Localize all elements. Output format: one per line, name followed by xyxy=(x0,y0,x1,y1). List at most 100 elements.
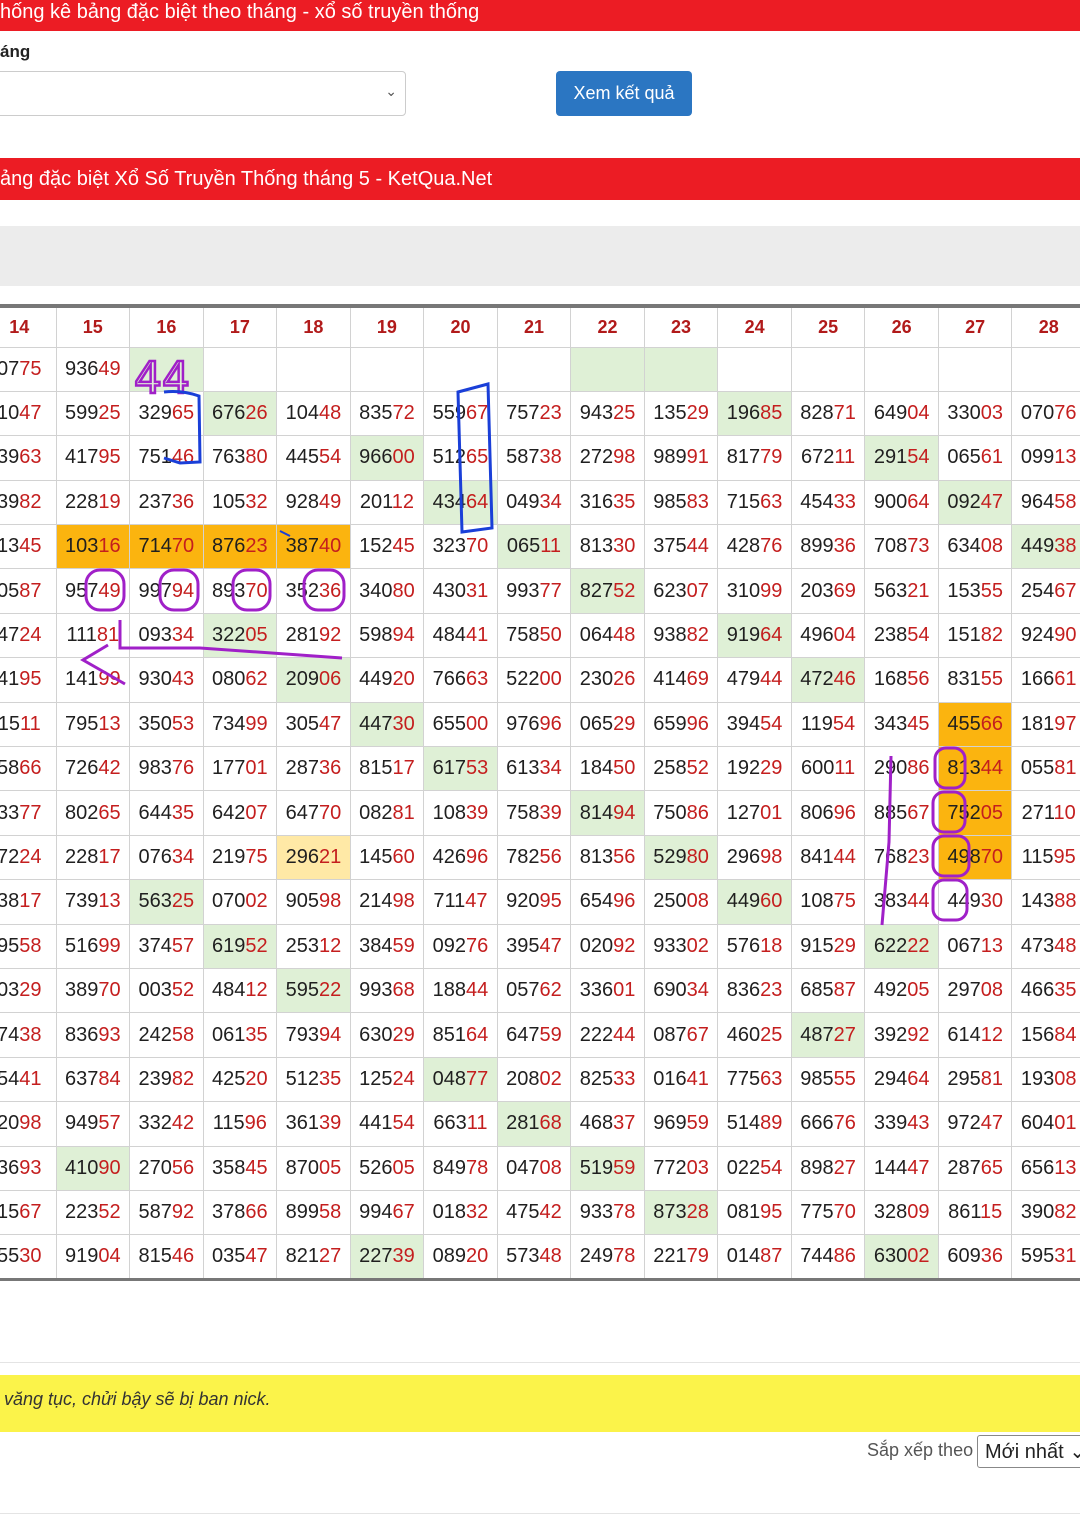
result-cell: 71147 xyxy=(423,879,498,925)
cell-tail-digits: 95 xyxy=(760,1201,783,1224)
cell-prefix: 310 xyxy=(726,579,761,602)
cell-tail-digits: 27 xyxy=(833,1156,856,1179)
view-results-button[interactable]: Xem kết quả xyxy=(556,71,692,116)
result-cell: 32205 xyxy=(202,612,278,659)
cell-tail-digits: 47 xyxy=(245,1245,268,1267)
cell-prefix: 281 xyxy=(506,1112,540,1135)
sort-select[interactable]: Mới nhất ⌄ xyxy=(977,1435,1080,1468)
result-cell: 15245 xyxy=(349,524,425,570)
cell-tail-digits: 21 xyxy=(318,845,342,868)
cell-prefix: 214 xyxy=(359,890,393,913)
result-cell xyxy=(423,346,498,392)
cell-tail-digits: 02 xyxy=(245,890,268,913)
cell-tail-digits: 35 xyxy=(245,1023,268,1046)
result-cell: 29086 xyxy=(864,746,939,792)
cell-tail-digits: 82 xyxy=(686,624,709,647)
cell-prefix: 563 xyxy=(873,579,908,602)
cell-prefix: 514 xyxy=(726,1112,761,1135)
cell-prefix: 099 xyxy=(1020,446,1055,469)
cell-tail-digits: 54 xyxy=(907,446,930,469)
month-select[interactable]: ⌄ xyxy=(0,71,406,116)
cell-prefix: 281 xyxy=(285,624,319,647)
cell-prefix: 885 xyxy=(873,801,908,824)
cell-tail-digits: 82 xyxy=(980,624,1003,647)
cell-prefix: 020 xyxy=(579,934,614,957)
cell-prefix: 817 xyxy=(726,446,761,469)
cell-tail-digits: 70 xyxy=(98,979,121,1002)
cell-prefix: 067 xyxy=(947,934,981,957)
result-cell: 25467 xyxy=(1011,568,1080,614)
cell-tail-digits: 04 xyxy=(833,624,856,647)
table-row: 5530 91904 81546 03547 82127 22739 08920 57348 2… xyxy=(0,1234,1080,1281)
cell-prefix: 905 xyxy=(285,890,319,913)
cell-prefix: 330 xyxy=(947,402,981,425)
cell-prefix: 993 xyxy=(359,979,393,1002)
cell-prefix: 595 xyxy=(285,979,319,1002)
result-cell: 75146 xyxy=(129,435,204,481)
result-cell: 38459 xyxy=(349,923,425,969)
cell-tail-digits: 08 xyxy=(980,535,1003,558)
result-cell: 23854 xyxy=(864,612,939,659)
cell-tail-digits: 66 xyxy=(245,1201,268,1224)
cell-prefix: 151 xyxy=(947,624,981,647)
cell-tail-digits: 78 xyxy=(613,1201,636,1224)
cell-prefix: 425 xyxy=(212,1067,246,1090)
cell-tail-digits: 58 xyxy=(171,1023,195,1046)
cell-prefix: 410 xyxy=(64,1156,99,1179)
result-cell: 52605 xyxy=(349,1145,425,1191)
result-cell xyxy=(202,346,278,392)
result-cell: 06529 xyxy=(570,701,645,748)
cell-prefix: 222 xyxy=(579,1023,614,1046)
result-cell: 15355 xyxy=(937,568,1013,614)
cell-tail-digits: 38 xyxy=(19,1023,42,1046)
cell-tail-digits: 32 xyxy=(466,1201,489,1224)
cell-tail-digits: 71 xyxy=(833,402,856,425)
result-cell: 10875 xyxy=(790,879,866,925)
cell-prefix: 152 xyxy=(359,535,393,558)
cell-tail-digits: 30 xyxy=(980,890,1003,913)
result-cell xyxy=(717,346,792,392)
cell-prefix: 445 xyxy=(285,446,319,469)
column-header-15: 15 xyxy=(55,304,131,348)
cell-prefix: 813 xyxy=(947,757,981,780)
cell-tail-digits: 78 xyxy=(466,1156,489,1179)
cell-tail-digits: 61 xyxy=(1054,668,1077,691)
cell-tail-digits: 22 xyxy=(907,934,930,957)
cell-tail-digits: 38 xyxy=(1054,535,1077,558)
column-header-28: 28 xyxy=(1011,304,1080,348)
result-cell: 22739 xyxy=(349,1234,425,1281)
result-cell: 82127 xyxy=(276,1234,351,1281)
cell-prefix: 630 xyxy=(873,1245,908,1267)
result-cell: 09247 xyxy=(937,479,1013,526)
cell-prefix: 873 xyxy=(653,1201,687,1224)
result-cell: 41795 xyxy=(55,435,131,481)
result-cell: 38970 xyxy=(55,967,131,1014)
result-cell: 78256 xyxy=(496,834,572,881)
cell-tail-digits: 97 xyxy=(1054,712,1077,735)
cell-prefix: 153 xyxy=(947,579,981,602)
cell-prefix: 177 xyxy=(212,757,246,780)
cell-prefix: 287 xyxy=(285,757,319,780)
table-row: 9558 51699 37457 61952 25312 38459 09276 39547 0… xyxy=(0,923,1080,969)
cell-prefix: 460 xyxy=(726,1023,761,1046)
result-cell: 92095 xyxy=(496,879,572,925)
cell-prefix: 498 xyxy=(947,845,981,868)
result-cell: 81546 xyxy=(129,1234,204,1281)
cell-prefix: 516 xyxy=(64,934,99,957)
result-cell: 82533 xyxy=(570,1056,645,1103)
result-cell: 45566 xyxy=(937,701,1013,748)
cell-prefix: 454 xyxy=(800,490,834,513)
cell-tail-digits: 35 xyxy=(613,490,636,513)
result-cell: 60401 xyxy=(1011,1101,1080,1147)
cell-tail-digits: 54 xyxy=(760,712,783,735)
cell-prefix: 065 xyxy=(947,446,981,469)
result-cell: 06561 xyxy=(937,435,1013,481)
cell-prefix: 219 xyxy=(212,845,246,868)
cell-prefix: 39 xyxy=(0,490,20,513)
result-cell: 09334 xyxy=(129,612,204,659)
result-cell: 5866 xyxy=(0,746,57,792)
cell-prefix: 323 xyxy=(432,535,467,558)
result-cell: 43031 xyxy=(423,568,498,614)
cell-tail-digits: 78 xyxy=(613,1245,636,1267)
result-cell: 95749 xyxy=(55,568,131,614)
